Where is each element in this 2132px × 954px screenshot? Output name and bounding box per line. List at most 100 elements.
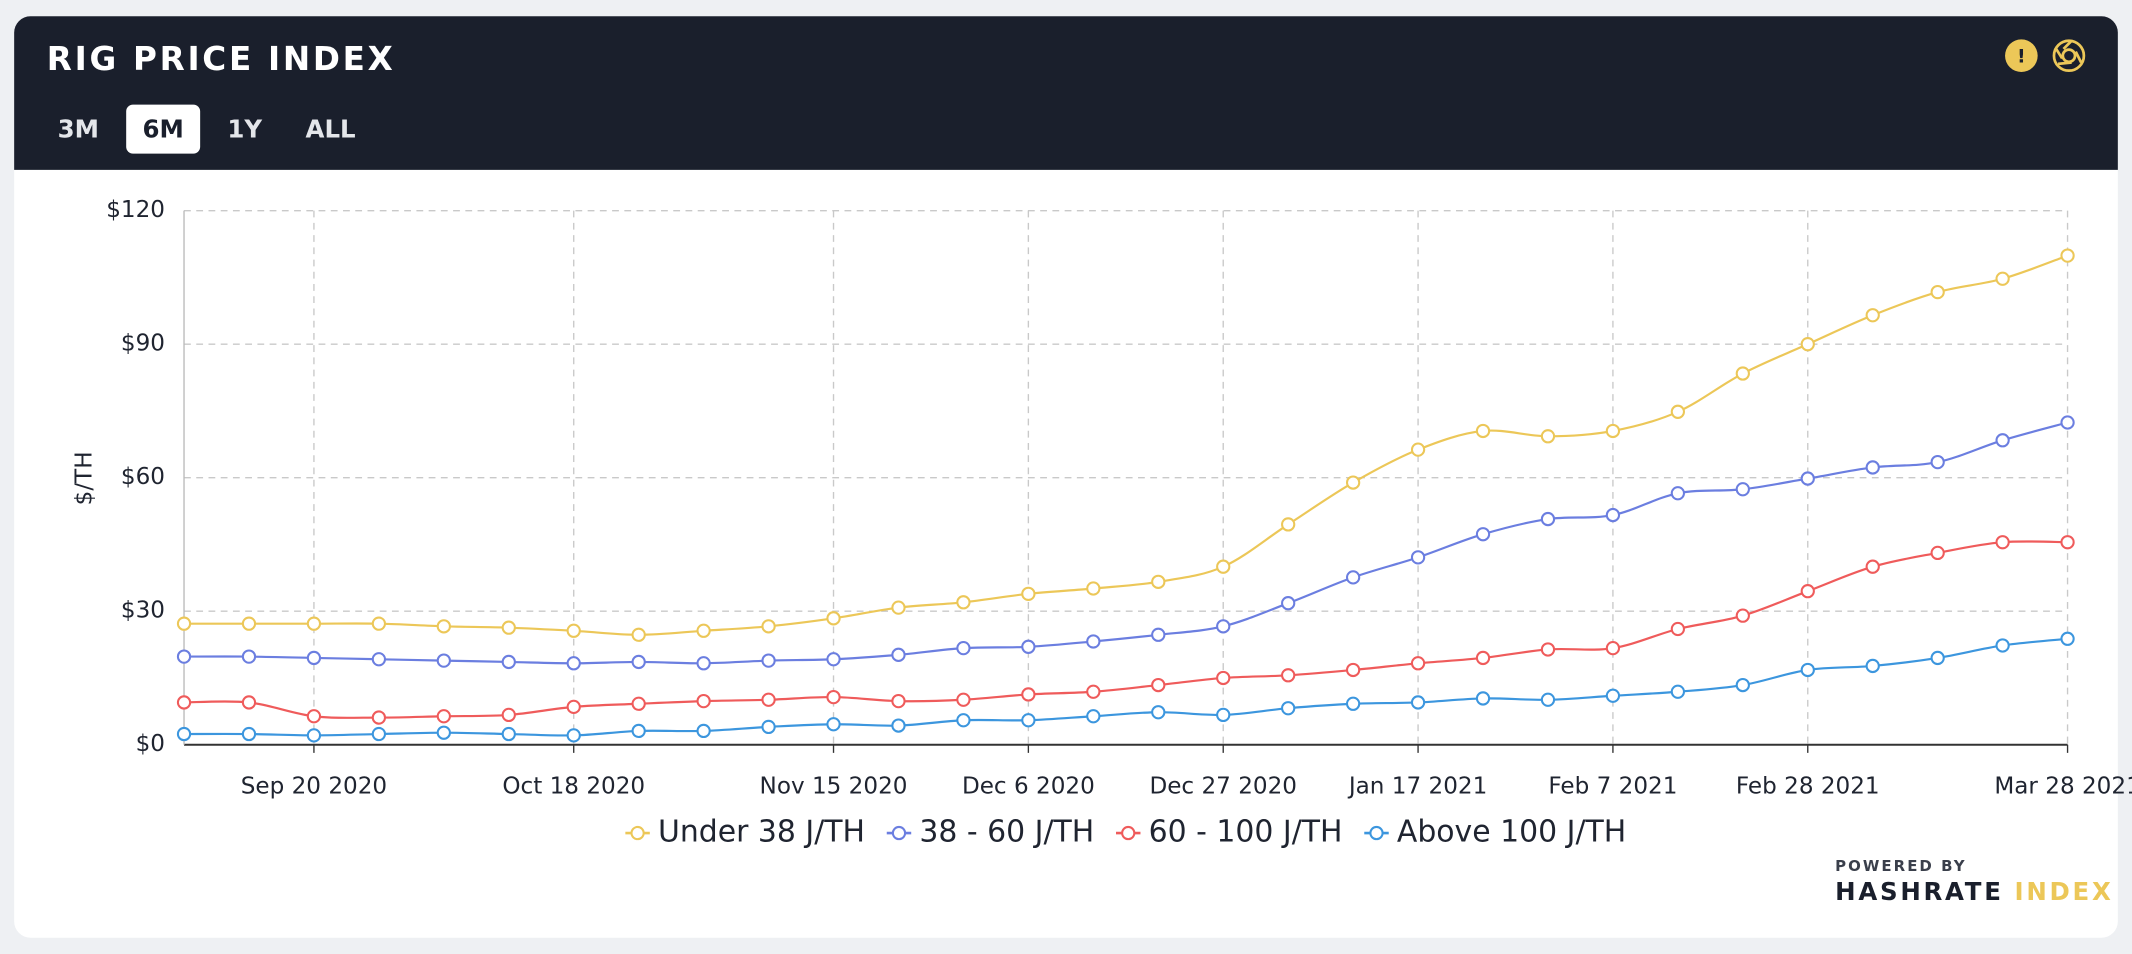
legend-item: 60 - 100 J/TH: [1116, 815, 1343, 850]
point: [1475, 423, 1491, 439]
legend-label: Above 100 J/TH: [1397, 815, 1626, 850]
range-button-label[interactable]: ALL: [306, 114, 356, 143]
point: [1410, 656, 1426, 671]
legend-label: Under 38 J/TH: [658, 815, 865, 850]
point: [891, 647, 906, 662]
point: [501, 726, 516, 742]
point: [501, 654, 516, 670]
point: [566, 623, 581, 638]
point: [761, 719, 776, 735]
point: [1800, 584, 1815, 599]
point: [1345, 570, 1361, 585]
point: [1021, 586, 1036, 601]
point: [371, 616, 387, 631]
point: [1670, 404, 1686, 419]
x-tick-label: Dec 27 2020: [1149, 773, 1297, 799]
point: [1216, 670, 1231, 686]
point: [1151, 705, 1166, 720]
point: [1670, 621, 1686, 637]
point: [1410, 550, 1426, 565]
point: [2060, 415, 2075, 430]
point: [1540, 642, 1556, 657]
legend-label: 38 - 60 J/TH: [919, 815, 1094, 850]
point: [1800, 662, 1815, 678]
point: [891, 718, 906, 733]
point: [1735, 366, 1750, 381]
point: [956, 692, 971, 707]
point: [566, 656, 581, 671]
point: [436, 653, 451, 668]
point: [1086, 581, 1101, 596]
point: [1930, 650, 1945, 666]
point: [1021, 687, 1036, 702]
x-tick-label: Mar 28 2021: [1994, 773, 2132, 799]
point: [1151, 677, 1166, 693]
point: [1281, 596, 1296, 611]
point: [501, 707, 516, 723]
point: [2060, 535, 2075, 550]
point: [1475, 527, 1491, 542]
alert-icon[interactable]: !: [2005, 39, 2038, 73]
point: [826, 652, 841, 667]
point: [176, 726, 192, 742]
point: [371, 710, 387, 725]
point: [1151, 574, 1166, 589]
point: [761, 692, 776, 707]
range-button-label[interactable]: 3M: [58, 114, 99, 143]
svg-text:!: !: [2017, 46, 2026, 68]
point: [826, 689, 841, 705]
point: [1670, 684, 1686, 699]
point: [241, 726, 257, 742]
point: [1021, 639, 1036, 654]
y-axis-label: $/TH: [71, 451, 97, 505]
x-tick-label: Feb 28 2021: [1736, 773, 1880, 799]
legend-swatch: [891, 825, 907, 841]
point: [1540, 429, 1556, 444]
point: [1216, 619, 1231, 634]
legend-swatch: [1121, 825, 1136, 841]
point: [371, 652, 387, 667]
point: [631, 723, 646, 739]
x-tick-label: Sep 20 2020: [241, 773, 387, 799]
legend-swatch: [630, 825, 645, 841]
point: [1995, 433, 2010, 448]
point: [1345, 475, 1361, 490]
camera-icon[interactable]: [2052, 39, 2086, 73]
point: [1281, 517, 1296, 532]
point: [826, 717, 841, 732]
point: [1995, 535, 2010, 550]
point: [1345, 662, 1361, 678]
point: [306, 650, 322, 666]
point: [761, 653, 776, 668]
point: [1735, 482, 1750, 497]
y-tick-label: $120: [106, 197, 165, 223]
point: [631, 627, 646, 642]
brand: HASHRATE INDEX: [1835, 877, 2113, 906]
legend: Under 38 J/TH 38 - 60 J/TH 60 - 100 J/TH Ab…: [625, 815, 1626, 850]
point: [306, 616, 322, 631]
point: [241, 695, 257, 710]
point: [1475, 691, 1491, 706]
point: [891, 693, 906, 709]
range-button-label[interactable]: 1Y: [227, 114, 262, 143]
range-button-label[interactable]: 6M: [142, 114, 183, 143]
point: [2060, 631, 2075, 646]
point: [176, 649, 192, 664]
brand-a: HASHRATE: [1835, 877, 2003, 906]
legend-label: 60 - 100 J/TH: [1149, 815, 1343, 850]
point: [1800, 471, 1815, 486]
point: [1540, 511, 1556, 527]
point: [1540, 692, 1556, 707]
point: [241, 616, 257, 631]
powered-by: POWERED BY: [1835, 857, 1966, 875]
point: [1605, 688, 1621, 703]
header: [14, 16, 2118, 170]
point: [1865, 460, 1880, 475]
point: [1930, 454, 1945, 470]
point: [1410, 442, 1426, 457]
point: [2060, 248, 2075, 263]
point: [696, 656, 711, 671]
point: [1410, 695, 1426, 710]
